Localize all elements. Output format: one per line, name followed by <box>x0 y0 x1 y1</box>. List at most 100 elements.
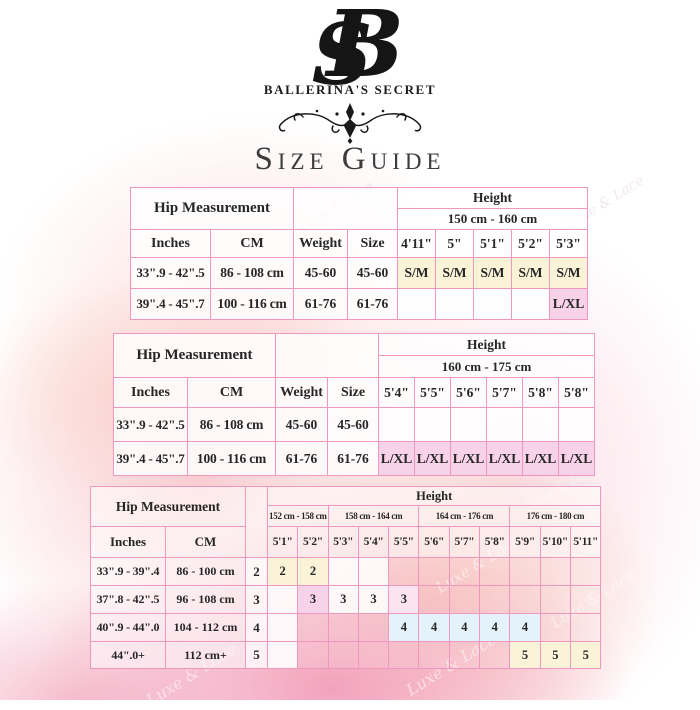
height-col-header: 5'10" <box>539 526 571 558</box>
size-value-cell: L/XL <box>557 441 596 476</box>
size-table-150-160: Hip Measurement Height 150 cm - 160 cm I… <box>130 187 588 320</box>
weight-cell: 61-76 <box>275 441 328 476</box>
size-value-cell <box>378 407 415 442</box>
height-col-header: 5'4" <box>378 377 415 408</box>
size-value-cell <box>569 613 602 642</box>
height-col-header: 5'6" <box>450 377 487 408</box>
size-value-cell <box>357 557 390 586</box>
size-value-cell: 4 <box>388 613 420 642</box>
size-value-cell <box>327 641 359 669</box>
hip-inches-cell: 40".9 - 44".0 <box>90 613 166 642</box>
size-value-cell <box>509 585 541 614</box>
size-number-cell: 2 <box>245 557 268 586</box>
size-value-cell: L/XL <box>414 441 451 476</box>
size-value-cell <box>357 613 390 642</box>
col-header-size: Size <box>347 229 398 258</box>
weight-cell: 45-60 <box>275 407 328 442</box>
height-col-header: 5'7" <box>448 526 481 558</box>
hip-cm-cell: 104 - 112 cm <box>165 613 246 642</box>
hip-cm-cell: 112 cm+ <box>165 641 246 669</box>
height-group-header: 176 cm - 180 cm <box>509 505 602 527</box>
size-value-cell <box>448 585 481 614</box>
brand-name: BALLERINA'S SECRET <box>263 82 437 97</box>
size-value-cell: L/XL <box>378 441 415 476</box>
size-value-cell <box>539 585 571 614</box>
col-header-cm: CM <box>210 229 294 258</box>
hip-inches-cell: 39".4 - 45".7 <box>130 288 211 320</box>
size-value-cell <box>539 613 571 642</box>
size-value-cell: S/M <box>435 257 474 289</box>
size-value-cell: 3 <box>327 585 359 614</box>
size-value-cell <box>486 407 523 442</box>
size-number-cell: 3 <box>245 585 268 614</box>
height-col-header: 5'11" <box>569 526 602 558</box>
size-value-cell: S/M <box>473 257 512 289</box>
hip-inches-cell: 39".4 - 45".7 <box>113 441 188 476</box>
size-value-cell: 5 <box>509 641 541 669</box>
size-value-cell <box>569 557 602 586</box>
size-value-cell <box>509 557 541 586</box>
size-value-cell: 4 <box>479 613 511 642</box>
height-header: Height <box>377 333 596 356</box>
size-value-cell <box>266 641 299 669</box>
height-header: Height <box>397 187 588 209</box>
col-header-weight: Weight <box>275 377 328 408</box>
size-value-cell <box>418 585 450 614</box>
height-col-header: 5'8" <box>522 377 559 408</box>
blank-header-cell <box>245 486 268 558</box>
height-group-header: 152 cm - 158 cm <box>267 505 329 527</box>
height-col-header: 4'11" <box>397 229 436 258</box>
size-value-cell <box>522 407 559 442</box>
hip-measurement-header: Hip Measurement <box>113 333 276 378</box>
size-value-cell <box>511 288 550 320</box>
size-value-cell: 4 <box>448 613 481 642</box>
size-value-cell <box>435 288 474 320</box>
size-value-cell: 2 <box>297 557 329 586</box>
size-value-cell <box>418 557 450 586</box>
size-value-cell <box>266 585 299 614</box>
size-value-cell: L/XL <box>549 288 588 320</box>
size-cell: 61-76 <box>347 288 398 320</box>
hip-cm-cell: 100 - 116 cm <box>187 441 276 476</box>
height-col-header: 5'1" <box>473 229 512 258</box>
height-col-header: 5'9" <box>509 526 541 558</box>
height-col-header: 5'3" <box>549 229 588 258</box>
weight-cell: 45-60 <box>293 257 348 289</box>
size-guide-title: Size Guide <box>254 141 446 177</box>
size-value-cell: L/XL <box>522 441 559 476</box>
size-value-cell <box>297 613 329 642</box>
monogram-letter-s: S <box>311 5 373 104</box>
hip-measurement-header: Hip Measurement <box>130 187 294 230</box>
col-header-size: Size <box>327 377 379 408</box>
size-value-cell: S/M <box>549 257 588 289</box>
size-number-cell: 5 <box>245 641 268 669</box>
size-value-cell <box>388 557 420 586</box>
hip-cm-cell: 86 - 108 cm <box>187 407 276 442</box>
hip-cm-cell: 100 - 116 cm <box>210 288 294 320</box>
hip-cm-cell: 86 - 100 cm <box>165 557 246 586</box>
size-value-cell: L/XL <box>486 441 523 476</box>
hip-inches-cell: 37".8 - 42".5 <box>90 585 166 614</box>
hip-inches-cell: 44".0+ <box>90 641 166 669</box>
height-col-header: 5'1" <box>266 526 299 558</box>
blank-header-cell <box>293 187 398 230</box>
flourish-ornament <box>278 103 422 144</box>
height-col-header: 5'2" <box>511 229 550 258</box>
size-value-cell: S/M <box>397 257 436 289</box>
size-value-cell: 3 <box>297 585 329 614</box>
col-header-cm: CM <box>187 377 276 408</box>
weight-cell: 61-76 <box>293 288 348 320</box>
height-col-header: 5'4" <box>357 526 390 558</box>
size-table-160-175: Hip Measurement Height 160 cm - 175 cm I… <box>113 333 596 476</box>
hip-inches-cell: 33".9 - 42".5 <box>113 407 188 442</box>
col-header-inches: Inches <box>113 377 188 408</box>
height-range: 150 cm - 160 cm <box>397 208 588 230</box>
size-value-cell: S/M <box>511 257 550 289</box>
height-col-header: 5'2" <box>297 526 329 558</box>
size-value-cell: 3 <box>357 585 390 614</box>
col-header-inches: Inches <box>130 229 211 258</box>
height-group-header: 164 cm - 176 cm <box>418 505 511 527</box>
size-value-cell: 4 <box>509 613 541 642</box>
height-col-header: 5'6" <box>418 526 450 558</box>
